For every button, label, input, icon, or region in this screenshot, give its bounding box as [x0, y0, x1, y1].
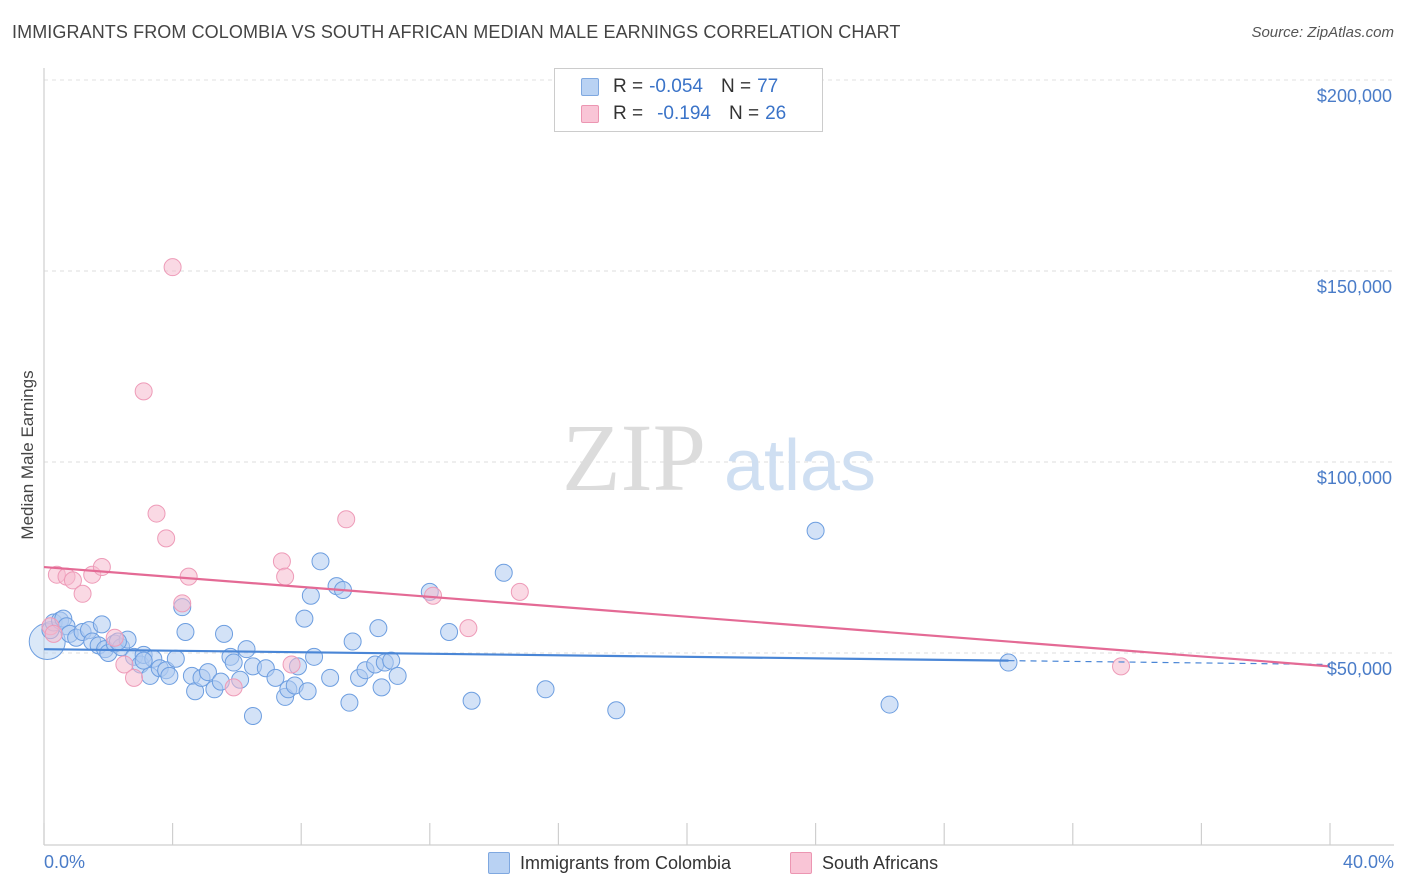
data-point: [321, 668, 340, 687]
data-point: [134, 651, 153, 670]
chart-title: IMMIGRANTS FROM COLOMBIA VS SOUTH AFRICA…: [12, 22, 901, 42]
trend-line-south-african: [43, 565, 1331, 668]
data-point: [105, 628, 124, 647]
data-point: [224, 678, 243, 697]
trend-lines: [43, 565, 1331, 668]
data-point: [388, 666, 407, 685]
data-point: [282, 655, 301, 674]
y-tick-label-150000: $150,000: [1316, 277, 1392, 297]
data-point: [382, 651, 401, 670]
data-point: [372, 678, 391, 697]
watermark-atlas: atlas: [724, 426, 876, 506]
legend-swatch-blue: [488, 852, 510, 874]
data-point: [343, 632, 362, 651]
legend-swatch-blue: [581, 78, 599, 96]
data-point: [494, 563, 513, 582]
legend-r-label: R =: [613, 76, 644, 97]
data-point: [301, 586, 320, 605]
data-point: [115, 655, 134, 674]
data-point: [1112, 657, 1131, 676]
data-point: [44, 624, 63, 643]
data-point: [179, 567, 198, 586]
data-point: [536, 680, 555, 699]
data-point: [272, 552, 291, 571]
data-point: [999, 653, 1018, 672]
correlation-legend: R = -0.054 N = 77 R = -0.194 N = 26: [554, 68, 823, 132]
data-point: [311, 552, 330, 571]
data-point: [298, 682, 317, 701]
data-point: [63, 571, 82, 590]
legend-r-value: -0.054: [649, 76, 703, 97]
data-point: [243, 707, 262, 726]
data-point: [163, 258, 182, 277]
grid-lines: [44, 79, 1394, 654]
data-point: [369, 619, 388, 638]
data-point: [607, 701, 626, 720]
data-point: [157, 529, 176, 548]
data-point: [224, 653, 243, 672]
watermark: ZIP atlas: [562, 404, 876, 511]
data-point: [198, 663, 217, 682]
source-label: Source: ZipAtlas.com: [1251, 24, 1394, 41]
legend-r-value: -0.194: [657, 103, 711, 124]
y-tick-label-100000: $100,000: [1316, 468, 1392, 488]
data-point: [176, 622, 195, 641]
data-point: [459, 619, 478, 638]
data-point: [173, 594, 192, 613]
legend-swatch-pink: [581, 105, 599, 123]
data-point: [125, 668, 144, 687]
y-tick-label-50000: $50,000: [1326, 659, 1392, 679]
data-point: [880, 695, 899, 714]
legend-r-label: R =: [613, 103, 644, 124]
data-point: [215, 624, 234, 643]
bottom-legend-label: Immigrants from Colombia: [520, 852, 732, 873]
x-tick-label-max: 40.0%: [1342, 852, 1394, 872]
bottom-legend-south-african[interactable]: South Africans: [790, 852, 938, 874]
legend-row-south-african: R = -0.194 N = 26: [581, 102, 786, 126]
legend-n-label: N =: [728, 103, 760, 124]
data-point: [73, 584, 92, 603]
data-point: [237, 640, 256, 659]
data-point: [160, 666, 179, 685]
data-point: [147, 504, 166, 523]
data-point: [462, 691, 481, 710]
y-tick-label-200000: $200,000: [1316, 86, 1392, 106]
series-colombia-points: [28, 521, 1018, 726]
data-point: [806, 521, 825, 540]
y-axis-label: Median Male Earnings: [18, 370, 37, 540]
data-point: [440, 622, 459, 641]
watermark-zip: ZIP: [562, 404, 706, 511]
axes: [43, 68, 1394, 846]
data-point: [337, 510, 356, 529]
data-point: [295, 609, 314, 628]
legend-n-value: 77: [757, 76, 779, 97]
legend-row-colombia: R = -0.054 N = 77: [581, 75, 778, 99]
bottom-legend-colombia[interactable]: Immigrants from Colombia: [488, 852, 731, 874]
data-point: [305, 647, 324, 666]
legend-n-value: 26: [765, 103, 787, 124]
data-point: [510, 582, 529, 601]
data-point: [134, 382, 153, 401]
data-point: [276, 567, 295, 586]
data-point: [166, 649, 185, 668]
x-tick-label-min: 0.0%: [44, 852, 86, 872]
data-point: [266, 668, 285, 687]
trend-line-colombia-extension: [1008, 660, 1331, 666]
data-point: [340, 693, 359, 712]
trend-line-colombia: [43, 648, 1009, 662]
data-point: [92, 615, 111, 634]
legend-n-label: N =: [720, 76, 752, 97]
legend-swatch-pink: [790, 852, 812, 874]
bottom-legend-label: South Africans: [822, 852, 939, 873]
